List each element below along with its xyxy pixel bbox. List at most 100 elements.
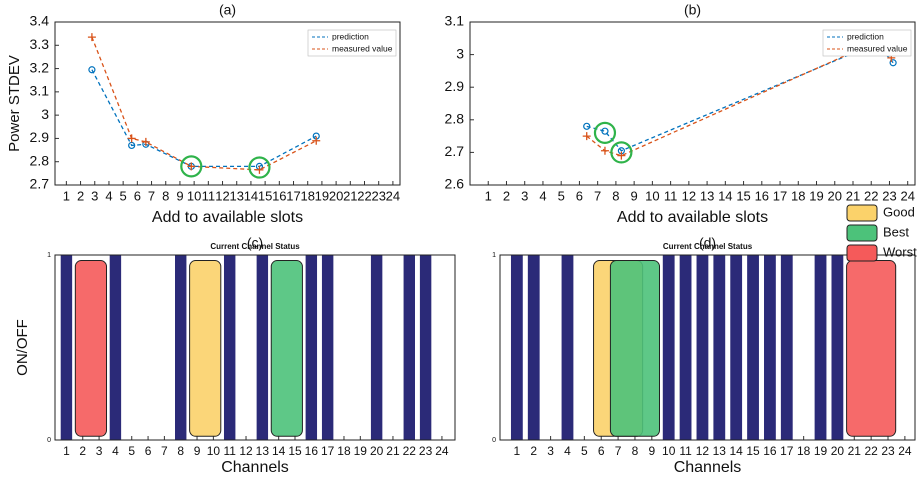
y-tick-label: 3 [41,106,49,122]
x-tick-label: 19 [809,188,823,203]
highlight [74,260,108,437]
bar [662,255,675,440]
highlight-circle [610,141,633,164]
point [87,33,96,42]
y-axis-label: Power STDEV [6,55,23,152]
point [127,134,136,143]
x-tick-label: 18 [337,444,351,458]
x-tick-label: 21 [386,444,400,458]
panel-title: (b) [684,2,701,18]
x-tick-label: 1 [485,188,492,203]
x-tick-label: 17 [780,444,794,458]
x-tick-label: 15 [288,444,302,458]
y-tick-label: 0 [47,437,51,444]
plot-frame [499,254,916,441]
point [889,59,897,67]
point [601,127,609,135]
panel-title: (c) [247,235,263,251]
x-tick-label: 23 [419,444,433,458]
line [586,40,892,157]
highlight [846,260,897,437]
x-tick-label: 19 [354,444,368,458]
point [88,66,96,74]
x-tick-label: 20 [370,444,384,458]
x-tick-label: 18 [300,188,314,203]
bar [419,255,432,440]
x-tick-label: 2 [77,188,84,203]
bar [679,255,692,440]
plot-frame [469,21,916,186]
legend-label: Worst [883,244,917,259]
x-tick-label: 12 [215,188,229,203]
x-tick-label: 18 [791,188,805,203]
bar [370,255,383,440]
x-tick-label: 4 [539,188,546,203]
y-tick-label: 0 [492,437,496,444]
bar [109,255,122,440]
y-tick-label: 3.1 [30,83,50,99]
x-tick-label: 21 [846,188,860,203]
highlight [609,260,661,437]
legend-swatch [846,224,878,242]
line [91,69,317,168]
y-tick-label: 3.1 [445,13,465,29]
point [617,151,626,160]
x-tick-label: 5 [558,188,565,203]
y-tick-label: 3.2 [30,59,50,75]
x-tick-label: 8 [162,188,169,203]
x-tick-label: 3 [96,444,103,458]
x-tick-label: 20 [831,444,845,458]
y-axis-label: ON/OFF [14,319,31,376]
legend-label: prediction [847,31,884,41]
x-tick-label: 11 [223,444,236,458]
x-tick-label: 20 [828,188,842,203]
x-tick-label: 2 [503,188,510,203]
x-tick-label: 22 [403,444,417,458]
x-tick-label: 13 [700,188,714,203]
x-tick-label: 14 [272,444,286,458]
legend-box [307,29,397,57]
x-axis-label: Add to available slots [617,209,768,226]
bar [713,255,726,440]
x-tick-label: 12 [682,188,696,203]
x-tick-label: 18 [797,444,811,458]
x-tick-label: 1 [514,444,521,458]
legend-swatch [846,204,878,222]
bar [561,255,574,440]
x-axis-label: Add to available slots [152,209,303,226]
bar [403,255,415,440]
bar [60,255,73,440]
x-axis-label: Channels [221,459,289,476]
x-tick-label: 23 [371,188,385,203]
x-tick-label: 1 [63,444,70,458]
x-tick-label: 19 [315,188,329,203]
x-tick-label: 3 [91,188,98,203]
legend-label: measured value [847,43,908,53]
x-tick-label: 6 [576,188,583,203]
y-tick-label: 2.7 [30,176,50,192]
x-tick-label: 20 [329,188,343,203]
chart-subtitle: Current Channel Status [663,242,753,251]
x-tick-label: 24 [898,444,912,458]
plot-frame [54,21,401,186]
x-tick-label: 6 [598,444,605,458]
x-tick-label: 5 [581,444,588,458]
x-tick-label: 22 [864,444,878,458]
x-tick-label: 11 [202,188,216,203]
x-tick-label: 23 [882,188,896,203]
x-tick-label: 8 [177,444,184,458]
bar [305,255,318,440]
y-tick-label: 3.4 [30,13,50,29]
x-tick-label: 9 [648,444,655,458]
x-tick-label: 21 [343,188,357,203]
chart-subtitle: Current Channel Status [210,242,300,251]
x-tick-label: 7 [161,444,168,458]
x-tick-label: 16 [305,444,319,458]
x-tick-label: 13 [713,444,727,458]
x-tick-label: 1 [63,188,70,203]
x-tick-label: 6 [145,444,152,458]
bar [321,255,334,440]
x-tick-label: 12 [696,444,710,458]
legend-label: Best [883,224,909,239]
